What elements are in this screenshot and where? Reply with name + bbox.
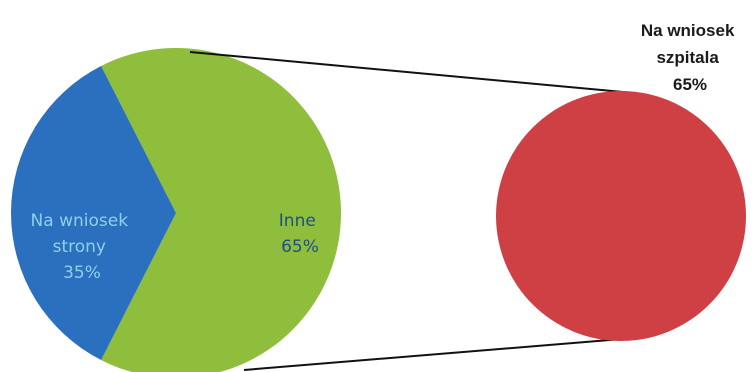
connector-line-top — [189, 51, 635, 94]
pie-slice-main-1 — [101, 48, 341, 372]
connector-line-bottom — [243, 337, 635, 371]
pie-slice-main-0 — [11, 65, 176, 361]
main-pie — [11, 48, 341, 372]
detail-pie — [496, 91, 746, 341]
connector-lines — [189, 51, 635, 371]
main-slice-label-na-wniosek-strony: Na wniosek strony 35% — [31, 211, 134, 283]
pie-slice-detail-0 — [496, 91, 746, 341]
detail-slice-label-na-wniosek-szpitala: Na wniosek szpitala 65% — [641, 21, 739, 94]
main-slice-label-inne: Inne 65% — [279, 211, 321, 257]
